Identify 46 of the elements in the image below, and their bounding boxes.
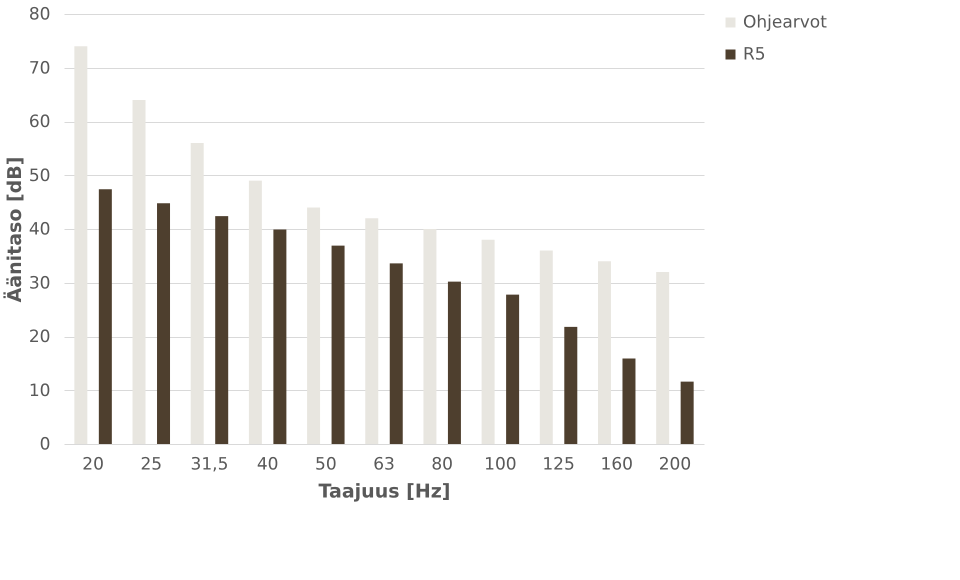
bar: [448, 282, 461, 444]
bar: [564, 326, 578, 444]
y-tick-label: 10: [28, 380, 50, 401]
bar: [506, 294, 520, 444]
bar: [390, 263, 403, 444]
bar: [365, 218, 378, 444]
x-tick-label: 100: [484, 454, 517, 474]
x-tick-label: 20: [82, 454, 104, 474]
y-tick-label: 20: [28, 327, 50, 347]
bar: [622, 358, 636, 444]
x-tick-label: 160: [600, 454, 633, 474]
bar: [273, 230, 286, 444]
bar: [482, 240, 495, 444]
bar: [215, 216, 228, 444]
x-tick-label: 25: [140, 454, 162, 474]
legend-label: R5: [743, 44, 766, 64]
bar: [540, 250, 553, 444]
x-tick-label: 63: [373, 454, 395, 474]
bar: [656, 272, 670, 444]
y-tick-label: 30: [28, 273, 50, 294]
x-tick-label: 31,5: [190, 454, 228, 474]
bar: [332, 246, 345, 444]
x-tick-label: 80: [431, 454, 453, 474]
bar: [680, 382, 694, 444]
bar: [132, 100, 146, 444]
bar: [248, 180, 262, 444]
x-tick-label: 40: [256, 454, 278, 474]
x-tick-label: 125: [542, 454, 575, 474]
bar: [98, 189, 112, 444]
y-axis-title: Äänitaso [dB]: [2, 156, 26, 302]
bar: [423, 229, 436, 444]
bar: [157, 203, 170, 444]
x-tick-label: 50: [315, 454, 337, 474]
legend-label: Ohjearvot: [743, 12, 828, 32]
bar: [598, 261, 611, 444]
x-axis-title: Taajuus [Hz]: [318, 480, 450, 502]
bar: [307, 208, 320, 444]
y-tick-label: 40: [28, 220, 50, 240]
y-tick-label: 0: [40, 434, 50, 454]
bar: [190, 143, 204, 444]
y-tick-label: 60: [28, 112, 50, 132]
y-tick-label: 50: [28, 166, 50, 186]
y-tick-label: 80: [28, 4, 50, 24]
bar: [74, 46, 88, 444]
x-tick-label: 200: [658, 454, 692, 474]
y-tick-label: 70: [28, 58, 50, 78]
